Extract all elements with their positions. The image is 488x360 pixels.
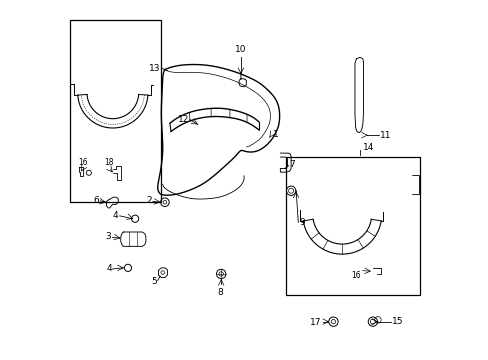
Text: 13: 13 bbox=[148, 64, 160, 73]
Text: 18: 18 bbox=[103, 158, 113, 167]
Bar bbox=[285, 157, 419, 295]
Text: 4: 4 bbox=[112, 211, 118, 220]
Text: 14: 14 bbox=[363, 143, 374, 152]
Bar bbox=[70, 21, 161, 202]
Text: 12: 12 bbox=[177, 114, 188, 123]
Text: 9: 9 bbox=[298, 218, 304, 227]
Text: 7: 7 bbox=[289, 161, 294, 170]
Text: 1: 1 bbox=[272, 130, 278, 139]
Text: 15: 15 bbox=[391, 317, 403, 326]
Text: 5: 5 bbox=[151, 276, 156, 285]
Text: 8: 8 bbox=[217, 288, 223, 297]
Text: 2: 2 bbox=[146, 196, 152, 205]
Text: 17: 17 bbox=[309, 318, 321, 327]
Text: 10: 10 bbox=[235, 45, 246, 54]
Text: 6: 6 bbox=[93, 196, 99, 205]
Text: 16: 16 bbox=[79, 158, 88, 167]
Text: 4: 4 bbox=[106, 265, 112, 274]
Text: 16: 16 bbox=[350, 270, 360, 279]
Text: 11: 11 bbox=[379, 131, 391, 140]
Text: 3: 3 bbox=[105, 232, 111, 241]
